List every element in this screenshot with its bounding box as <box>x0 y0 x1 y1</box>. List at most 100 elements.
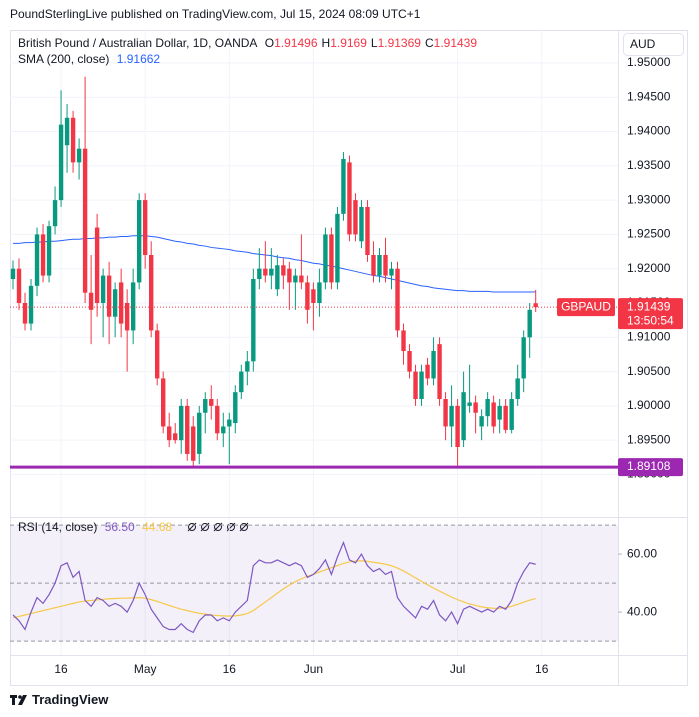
sma-value: 1.91662 <box>116 52 161 66</box>
level-label: 1.89108 <box>627 459 671 473</box>
candle-body <box>449 405 454 427</box>
x-tick-label: 16 <box>535 662 549 676</box>
ohlc-value: 1.91439 <box>433 36 478 50</box>
candle-body <box>130 282 136 331</box>
candle-body <box>173 433 178 441</box>
last-price-label: 1.91439 <box>627 299 671 313</box>
logo-text: TradingView <box>32 692 109 707</box>
candle-body <box>263 268 268 276</box>
candle-body <box>485 399 490 417</box>
candle-body <box>28 285 34 324</box>
legend-main: British Pound / Australian Dollar, 1D, O… <box>18 35 481 51</box>
candle-body <box>413 371 418 400</box>
y-tick-label: 1.92500 <box>627 227 671 241</box>
candle-body <box>142 200 148 255</box>
rsi-ma-value: 44.68 <box>142 520 173 534</box>
candle-body <box>503 405 508 430</box>
candle-body <box>10 268 16 279</box>
rsi-icons <box>187 522 249 532</box>
candle-body <box>70 117 76 163</box>
candle-body <box>365 206 370 255</box>
candle-body <box>293 275 298 283</box>
candle-body <box>233 392 238 424</box>
candle-body <box>34 234 40 286</box>
price-badge <box>618 298 683 330</box>
y-tick-label: 1.94000 <box>627 124 671 138</box>
legend-rsi: RSI (14, close) 56.50 44.68 <box>18 519 176 535</box>
candle-body <box>371 254 376 276</box>
candle-body <box>161 378 166 427</box>
candle-body <box>191 426 196 461</box>
candle-body <box>64 117 70 146</box>
ohlc-prefix: H <box>321 36 331 50</box>
candle-body <box>491 402 496 427</box>
candle-body <box>389 268 394 276</box>
candle-body <box>335 213 340 283</box>
candle-body <box>419 371 424 400</box>
candle-body <box>479 416 484 427</box>
candle-body <box>185 405 190 454</box>
candle-body <box>46 226 52 276</box>
candle-body <box>215 405 220 434</box>
candle-body <box>395 268 400 331</box>
legend-sma: SMA (200, close) 1.91662 <box>18 51 164 67</box>
ohlc-prefix: O <box>264 36 275 50</box>
candle-body <box>197 412 202 454</box>
candle-body <box>203 399 208 413</box>
symbol-title: British Pound / Australian Dollar, 1D, O… <box>18 36 258 50</box>
y-tick-label: 1.91000 <box>627 329 671 343</box>
candle-body <box>58 124 64 201</box>
price-pane <box>10 30 618 517</box>
symbol-label: GBPAUD <box>561 299 611 313</box>
candle-body <box>377 254 382 276</box>
candle-body <box>299 275 304 283</box>
candle-body <box>473 402 478 413</box>
candle-body <box>245 361 250 372</box>
candle-body <box>22 302 28 324</box>
y-tick-label: 1.89500 <box>627 432 671 446</box>
candle-body <box>275 265 280 290</box>
rsi-line <box>12 540 536 634</box>
candle-body <box>94 227 100 303</box>
ohlc-prefix: L <box>370 36 378 50</box>
candle-body <box>154 330 160 379</box>
candle-body <box>323 234 328 283</box>
candle-body <box>437 344 442 400</box>
ohlc-prefix: C <box>424 36 434 50</box>
logo-mark <box>10 695 27 705</box>
chart-frame <box>10 30 688 686</box>
candle-body <box>106 275 112 317</box>
rsi-tick-label: 60.00 <box>627 546 657 560</box>
candle-body <box>509 399 514 430</box>
x-tick-label: 16 <box>223 662 237 676</box>
rsi-name: RSI (14, close) <box>18 520 98 534</box>
candle-body <box>497 405 502 420</box>
candle-body <box>179 405 184 441</box>
ohlc-value: 1.91496 <box>274 36 318 50</box>
candle-body <box>88 292 94 310</box>
currency-button[interactable] <box>623 33 684 56</box>
y-tick-label: 1.93000 <box>627 192 671 206</box>
candle-body <box>112 289 118 317</box>
candle-body <box>455 405 460 448</box>
candle-body <box>100 275 106 303</box>
sma-line <box>13 235 536 293</box>
candle-body <box>82 148 88 293</box>
candle-body <box>281 265 286 276</box>
currency-label: AUD <box>630 37 656 51</box>
candle-body <box>317 282 322 303</box>
candle-body <box>16 268 22 303</box>
y-tick-label: 1.94500 <box>627 89 671 103</box>
rsi-tick-label: 40.00 <box>627 604 657 618</box>
y-tick-label: 1.93500 <box>627 158 671 172</box>
candle-body <box>136 200 142 283</box>
candle-body <box>521 337 526 379</box>
ohlc-value: 1.9169 <box>330 36 367 50</box>
level-badge <box>618 458 683 477</box>
candle-body <box>269 268 274 276</box>
candle-body <box>40 234 46 276</box>
candle-body <box>443 399 448 427</box>
sma-name: SMA (200, close) <box>18 52 110 66</box>
x-tick-label: Jun <box>304 662 323 676</box>
x-tick-label: 16 <box>54 662 68 676</box>
